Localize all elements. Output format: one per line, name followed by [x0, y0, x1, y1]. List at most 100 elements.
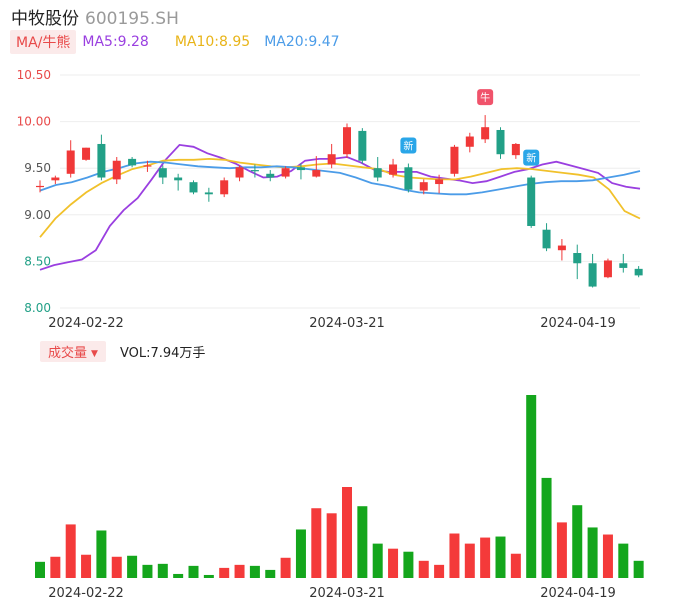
badge-label: 新 — [403, 140, 413, 153]
badge-bg — [523, 149, 540, 166]
candle — [465, 136, 474, 147]
volume-bar — [510, 553, 521, 578]
candle — [128, 158, 137, 166]
candle — [143, 165, 152, 167]
volume-bar — [127, 555, 138, 578]
stock-code: 600195.SH — [85, 9, 179, 29]
x-tick-label: 2024-02-22 — [48, 316, 124, 331]
volume-bar — [65, 524, 76, 578]
badge-label: 新 — [526, 152, 536, 165]
x-tick-label: 2024-02-22 — [48, 586, 124, 601]
candle — [235, 167, 244, 178]
candle — [189, 182, 198, 193]
x-tick-label: 2024-03-21 — [309, 586, 385, 601]
volume-legend: 成交量 ▼ VOL:7.94万手 — [40, 340, 206, 362]
volume-bar — [342, 487, 352, 578]
candle — [527, 177, 536, 226]
volume-toggle-label: 成交量 — [48, 345, 88, 361]
volume-bar — [173, 573, 184, 578]
candle — [634, 268, 643, 276]
stock-name: 中牧股份 — [11, 9, 79, 29]
candle — [220, 180, 229, 195]
candle — [36, 185, 44, 188]
candle — [51, 177, 60, 181]
y-tick-label: 9.50 — [24, 161, 51, 175]
volume-bar — [602, 534, 613, 578]
candle — [435, 179, 444, 185]
candle — [404, 167, 413, 190]
volume-bar — [50, 556, 61, 578]
ma5-value: MA5:9.28 — [82, 34, 149, 50]
candle — [450, 146, 459, 174]
candle — [603, 260, 612, 278]
caret-down-icon: ▼ — [91, 348, 98, 359]
volume-value: VOL:7.94万手 — [119, 345, 206, 361]
candle — [66, 150, 75, 174]
candle — [389, 164, 398, 175]
candle — [82, 147, 91, 160]
x-tick-label: 2024-03-21 — [309, 316, 385, 331]
ma-toggle-button[interactable]: MA/牛熊 — [10, 30, 77, 54]
volume-bar — [618, 543, 629, 578]
volume-bar — [418, 560, 429, 578]
volume-bar — [357, 506, 368, 578]
volume-bar — [572, 505, 583, 578]
candle — [112, 160, 121, 180]
candle — [204, 192, 213, 195]
volume-bar — [403, 551, 414, 578]
badge-bg — [400, 137, 417, 154]
stock-header: 中牧股份 600195.SH — [11, 4, 179, 29]
candle — [266, 173, 275, 178]
candle — [97, 143, 106, 178]
x-tick-label: 2024-04-19 — [540, 586, 616, 601]
new-badge-icon: 新 — [400, 137, 417, 154]
volume-bar — [587, 527, 598, 578]
candle — [573, 253, 582, 264]
series-line-ma10 — [39, 157, 641, 238]
volume-bar — [81, 554, 92, 578]
volume-bar — [142, 564, 153, 578]
volume-bar — [265, 569, 276, 578]
volume-bar — [96, 530, 107, 578]
volume-bar — [311, 508, 322, 578]
volume-toggle-button[interactable]: 成交量 ▼ — [40, 340, 106, 362]
badge-bg — [477, 89, 494, 106]
y-tick-label: 10.00 — [17, 115, 51, 129]
candle — [281, 168, 290, 177]
volume-bar — [372, 543, 383, 578]
volume-bar — [480, 537, 491, 578]
volume-bar — [526, 395, 537, 578]
y-tick-label: 8.50 — [24, 254, 51, 268]
volume-bar — [219, 567, 230, 578]
volume-bar — [449, 533, 460, 578]
candle — [557, 245, 566, 251]
series-line-ma20 — [39, 160, 641, 196]
volume-bar — [203, 574, 214, 578]
candle — [312, 170, 321, 177]
candle — [588, 263, 597, 287]
bull-badge-icon: 牛 — [477, 89, 494, 106]
volume-bar — [234, 564, 245, 578]
new-badge-icon: 新 — [523, 149, 540, 166]
volume-bar — [111, 556, 122, 578]
badge-label: 牛 — [480, 91, 490, 104]
y-tick-label: 10.50 — [17, 68, 51, 82]
volume-bar — [633, 560, 644, 578]
volume-bar — [35, 561, 45, 578]
volume-bar — [249, 565, 260, 578]
volume-bar — [495, 536, 506, 578]
candle — [419, 182, 428, 191]
volume-bar — [464, 543, 475, 578]
volume-bar — [280, 557, 291, 578]
volume-bar — [188, 565, 199, 578]
candle — [373, 168, 382, 178]
y-tick-label: 8.00 — [24, 301, 51, 315]
ma20-value: MA20:9.47 — [264, 34, 340, 50]
candle — [619, 263, 628, 268]
candle — [542, 229, 551, 249]
volume-bar — [556, 522, 567, 578]
x-tick-label: 2024-04-19 — [540, 316, 616, 331]
y-tick-label: 9.00 — [24, 208, 51, 222]
candle — [496, 129, 505, 155]
